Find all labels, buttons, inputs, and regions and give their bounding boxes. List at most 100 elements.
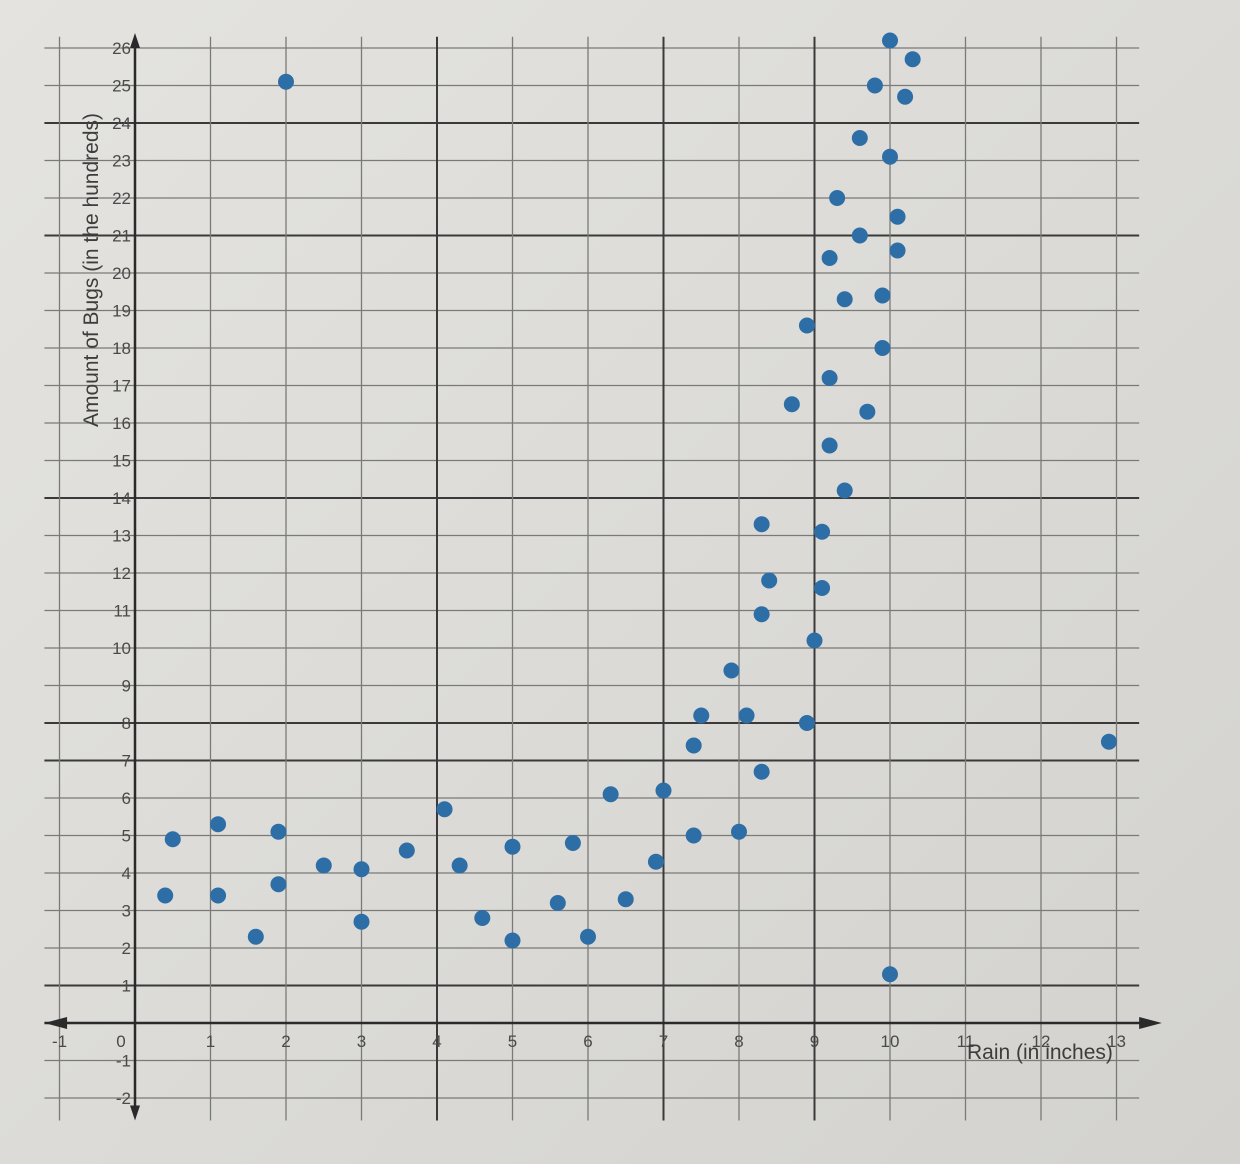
x-tick-label: 8 (734, 1032, 743, 1051)
data-point (315, 857, 332, 874)
data-point (851, 227, 868, 244)
data-point (617, 891, 634, 908)
y-tick-label: 6 (122, 789, 131, 808)
data-point (353, 861, 370, 878)
data-point (882, 32, 898, 49)
data-point (889, 242, 906, 259)
x-axis-arrow-left-icon (44, 1017, 68, 1029)
y-tick-label: 18 (112, 339, 131, 358)
data-point (814, 523, 831, 540)
data-point (731, 823, 747, 840)
data-point (164, 831, 181, 848)
y-tick-label: 9 (122, 677, 131, 696)
x-tick-label: 0 (116, 1032, 125, 1051)
y-tick-label: 2 (122, 939, 131, 958)
data-point (564, 835, 581, 851)
data-point (829, 190, 846, 206)
x-tick-label: -1 (52, 1032, 67, 1051)
y-tick-label: 26 (112, 39, 131, 58)
y-axis-title: Amount of Bugs (in the hundreds) (80, 113, 103, 427)
data-point (753, 763, 770, 780)
data-point (798, 715, 815, 731)
data-point (602, 786, 619, 803)
y-axis-arrow-down-icon (130, 1105, 140, 1121)
data-point (851, 130, 868, 146)
x-tick-label: 6 (583, 1032, 592, 1051)
data-point (580, 928, 596, 945)
y-tick-label: 20 (112, 264, 131, 283)
axes (44, 33, 1162, 1121)
x-axis-title: Rain (in inches) (967, 1041, 1113, 1064)
y-tick-label: 17 (112, 377, 131, 396)
y-tick-label: 3 (122, 902, 131, 921)
data-point (821, 370, 838, 386)
data-point (278, 73, 294, 90)
x-tick-label: 4 (432, 1032, 441, 1051)
data-point (904, 51, 921, 68)
y-tick-label: 11 (113, 602, 131, 621)
data-point (889, 208, 906, 225)
data-point (504, 838, 521, 855)
data-point (398, 842, 415, 859)
data-point (859, 403, 876, 420)
data-points (157, 32, 1117, 983)
x-tick-label: 9 (810, 1032, 819, 1051)
y-tick-label: -1 (116, 1052, 131, 1071)
data-point (882, 148, 898, 165)
y-tick-label: 15 (112, 452, 131, 471)
data-point (783, 396, 800, 413)
x-axis-arrow-right-icon (1139, 1017, 1162, 1029)
x-tick-label: 12 (1032, 1032, 1051, 1051)
grid-lines (44, 36, 1140, 1121)
data-point (549, 895, 566, 911)
data-point (806, 632, 823, 649)
y-tick-label: -2 (116, 1089, 131, 1108)
y-tick-label: 21 (112, 227, 131, 246)
y-tick-label: 12 (112, 564, 131, 583)
data-point (866, 77, 883, 94)
data-point (655, 782, 672, 799)
x-tick-label: 1 (206, 1032, 215, 1051)
data-point (693, 707, 710, 724)
y-tick-label: 8 (122, 714, 131, 733)
data-point (1100, 733, 1117, 750)
data-point (798, 317, 815, 334)
data-point (738, 707, 755, 724)
y-axis-tick-labels: -2-1123456789101112131415161718192021222… (112, 39, 131, 1108)
y-tick-label: 5 (122, 827, 131, 846)
data-point (821, 437, 838, 454)
data-point (821, 250, 838, 266)
data-point (474, 910, 491, 926)
data-point (814, 580, 831, 596)
y-tick-label: 25 (112, 77, 131, 96)
y-tick-label: 13 (112, 527, 131, 546)
y-tick-label: 7 (122, 752, 131, 771)
data-point (157, 887, 174, 904)
y-tick-label: 14 (112, 489, 131, 508)
data-point (761, 572, 778, 589)
data-point (436, 801, 453, 818)
x-tick-label: 2 (281, 1032, 290, 1051)
data-point (451, 857, 468, 874)
data-point (874, 340, 891, 356)
x-tick-label: 5 (508, 1032, 517, 1051)
data-point (836, 482, 853, 499)
data-point (647, 853, 664, 870)
y-tick-label: 23 (112, 152, 131, 171)
data-point (270, 823, 287, 840)
y-tick-label: 4 (122, 864, 131, 883)
y-tick-label: 22 (112, 189, 131, 208)
x-tick-label: 7 (659, 1032, 668, 1051)
data-point (247, 928, 264, 945)
x-tick-label: 13 (1107, 1032, 1126, 1051)
data-point (353, 913, 370, 930)
x-tick-label: 11 (957, 1032, 975, 1051)
y-tick-label: 19 (112, 302, 131, 321)
x-axis-tick-labels: -1 0 1 2 3 4 5 6 7 8 9 10 11 12 13 (52, 1032, 1126, 1051)
data-point (753, 516, 770, 533)
data-point (210, 887, 227, 904)
data-point (723, 662, 740, 679)
data-point (882, 966, 898, 983)
